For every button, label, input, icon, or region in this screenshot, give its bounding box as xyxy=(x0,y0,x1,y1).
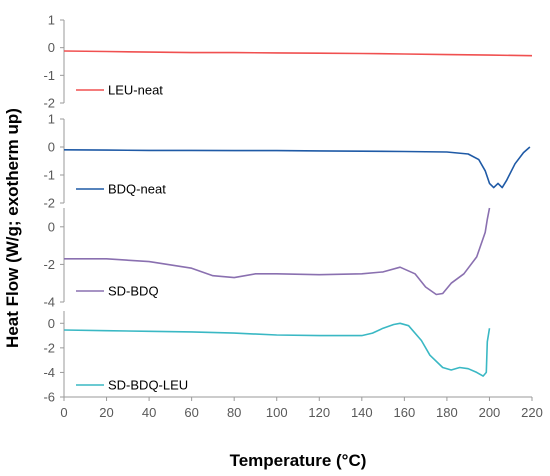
y-tick-label: -4 xyxy=(43,365,55,380)
y-tick-label: -6 xyxy=(43,390,55,405)
y-tick-label: -1 xyxy=(43,168,55,183)
x-axis: 0 20 40 60 80 100 120 140 160 180 200 220 xyxy=(60,396,543,420)
y-tick-label: 0 xyxy=(48,40,55,55)
legend-label: SD-BDQ xyxy=(108,284,159,299)
x-tick-label: 180 xyxy=(436,405,458,420)
x-tick-label: 40 xyxy=(142,405,156,420)
series-line-4 xyxy=(63,322,491,377)
x-tick-label: 100 xyxy=(266,405,288,420)
y-tick-label: 0 xyxy=(48,316,55,331)
y-tick-label: 1 xyxy=(48,112,55,127)
y-tick-label: 0 xyxy=(48,219,55,234)
x-tick-label: 20 xyxy=(99,405,113,420)
x-tick-label: 200 xyxy=(479,405,501,420)
y-tick-label: 0 xyxy=(48,140,55,155)
x-tick-label: 220 xyxy=(521,405,543,420)
panels: 10-1-2LEU-neat10-1-2BDQ-neat0-2-4SD-BDQ0… xyxy=(43,13,533,405)
x-tick-label: 60 xyxy=(184,405,198,420)
y-tick-label: -2 xyxy=(43,257,55,272)
y-axis-title: Heat Flow (W/g; exotherm up) xyxy=(3,108,22,348)
panel-4: 0 -2 -4 -6 SD-BDQ-LEU xyxy=(43,311,491,405)
legend-label: LEU-neat xyxy=(108,83,163,98)
panel-1: 1 0 -1 -2 LEU-neat xyxy=(43,13,533,111)
series-line-2 xyxy=(63,146,531,189)
y-tick-label: -2 xyxy=(43,96,55,111)
x-tick-label: 120 xyxy=(308,405,330,420)
legend-label: SD-BDQ-LEU xyxy=(108,378,188,393)
panel-3: 0 -2 -4 SD-BDQ xyxy=(43,207,491,310)
x-tick-label: 0 xyxy=(60,405,67,420)
legend-label: BDQ-neat xyxy=(108,182,166,197)
x-tick-label: 80 xyxy=(227,405,241,420)
x-axis-title: Temperature (°C) xyxy=(230,451,367,470)
y-tick-label: -1 xyxy=(43,68,55,83)
x-tick-label: 160 xyxy=(394,405,416,420)
x-tick-label: 140 xyxy=(351,405,373,420)
y-tick-label: -2 xyxy=(43,196,55,211)
y-tick-label: -2 xyxy=(43,340,55,355)
series-line-3 xyxy=(64,207,491,296)
panel-2: 1 0 -1 -2 BDQ-neat xyxy=(43,112,531,211)
y-tick-label: -4 xyxy=(43,295,55,310)
y-tick-label: 1 xyxy=(48,13,55,28)
series-line-1 xyxy=(63,50,533,57)
